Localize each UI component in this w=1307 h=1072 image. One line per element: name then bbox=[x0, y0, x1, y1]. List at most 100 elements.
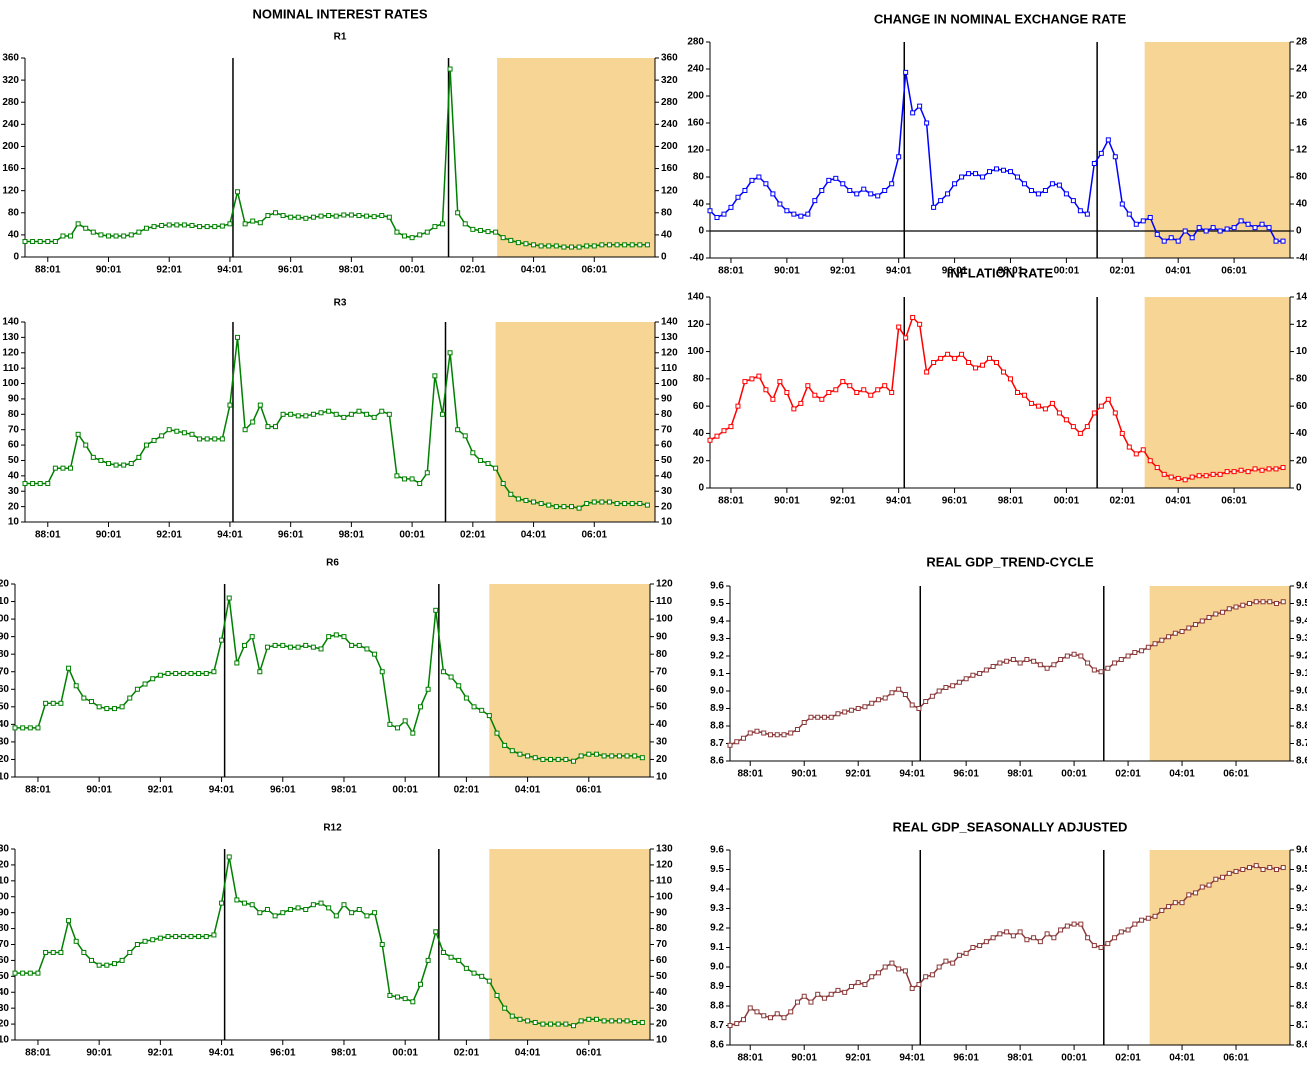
x-tick-label: 92:01 bbox=[156, 530, 182, 541]
point-marker bbox=[379, 213, 385, 219]
shaded-region bbox=[495, 322, 655, 522]
point-marker bbox=[622, 242, 628, 248]
point-marker bbox=[747, 1005, 753, 1011]
y-tick-label-right: 50 bbox=[656, 701, 668, 712]
point-marker bbox=[502, 742, 508, 748]
y-tick-label: 100 bbox=[0, 614, 9, 625]
point-marker bbox=[1139, 648, 1145, 654]
x-tick-label: 88:01 bbox=[25, 785, 51, 796]
y-tick-label: 130 bbox=[0, 844, 9, 855]
point-marker bbox=[494, 730, 500, 736]
point-marker bbox=[599, 242, 605, 248]
point-marker bbox=[364, 213, 370, 219]
point-marker bbox=[952, 181, 958, 187]
point-marker bbox=[569, 504, 575, 510]
point-marker bbox=[835, 711, 841, 717]
y-tick-label: 9.0 bbox=[710, 962, 724, 973]
y-tick-label-right: 90 bbox=[656, 631, 668, 642]
point-marker bbox=[1010, 933, 1016, 939]
point-marker bbox=[1152, 913, 1158, 919]
point-marker bbox=[477, 457, 483, 463]
point-marker bbox=[517, 1016, 523, 1022]
y-tick-label-right: 90 bbox=[656, 907, 668, 918]
chart-subtitle: R6 bbox=[326, 558, 339, 569]
point-marker bbox=[983, 939, 989, 945]
y-tick-label: 360 bbox=[2, 53, 19, 64]
point-marker bbox=[840, 379, 846, 385]
point-marker bbox=[417, 704, 423, 710]
y-tick-label-right: 20 bbox=[656, 754, 668, 765]
point-marker bbox=[767, 732, 773, 738]
point-marker bbox=[950, 683, 956, 689]
point-marker bbox=[644, 502, 650, 508]
y-tick-label: 100 bbox=[2, 378, 19, 389]
y-tick-label-right: 8.6 bbox=[1296, 1040, 1307, 1051]
point-marker bbox=[770, 396, 776, 402]
point-marker bbox=[1238, 218, 1244, 224]
point-marker bbox=[75, 221, 81, 227]
point-marker bbox=[1091, 943, 1097, 949]
point-marker bbox=[287, 644, 293, 650]
point-marker bbox=[950, 960, 956, 966]
y-tick-label-right: 70 bbox=[656, 939, 668, 950]
x-tick-label: 92:01 bbox=[156, 265, 182, 276]
point-marker bbox=[936, 688, 942, 694]
point-marker bbox=[593, 1016, 599, 1022]
point-marker bbox=[882, 695, 888, 701]
point-marker bbox=[203, 934, 209, 940]
y-tick-label: 40 bbox=[8, 230, 20, 241]
point-marker bbox=[341, 212, 347, 218]
point-marker bbox=[756, 174, 762, 180]
point-marker bbox=[1172, 900, 1178, 906]
point-marker bbox=[341, 414, 347, 420]
y-tick-label: 120 bbox=[687, 319, 704, 330]
point-marker bbox=[956, 679, 962, 685]
point-marker bbox=[875, 387, 881, 393]
point-marker bbox=[30, 239, 36, 245]
x-tick-label: 04:01 bbox=[1165, 496, 1191, 507]
x-tick-label: 00:01 bbox=[392, 1048, 418, 1059]
point-marker bbox=[875, 193, 881, 199]
y-tick-label: 9.5 bbox=[710, 598, 724, 609]
point-marker bbox=[563, 756, 569, 762]
point-marker bbox=[1024, 657, 1030, 662]
point-marker bbox=[189, 431, 195, 437]
point-marker bbox=[889, 960, 895, 966]
point-marker bbox=[509, 748, 515, 754]
point-marker bbox=[1056, 410, 1062, 416]
point-marker bbox=[1161, 238, 1167, 244]
y-tick-label: 50 bbox=[8, 455, 20, 466]
point-marker bbox=[742, 188, 748, 193]
point-marker bbox=[1037, 662, 1043, 668]
point-marker bbox=[868, 392, 874, 398]
y-tick-label-right: 9.5 bbox=[1296, 864, 1307, 875]
point-marker bbox=[417, 232, 423, 238]
point-marker bbox=[749, 177, 755, 183]
point-marker bbox=[707, 208, 713, 214]
point-marker bbox=[439, 411, 445, 417]
y-tick-label: 120 bbox=[0, 860, 9, 871]
y-tick-label: 9.4 bbox=[710, 884, 724, 895]
point-marker bbox=[798, 213, 804, 219]
x-tick-label: 92:01 bbox=[148, 785, 174, 796]
point-marker bbox=[774, 1011, 780, 1017]
point-marker bbox=[896, 324, 902, 330]
point-marker bbox=[372, 910, 378, 916]
y-tick-label: 320 bbox=[2, 75, 19, 86]
point-marker bbox=[622, 501, 628, 507]
x-tick-label: 90:01 bbox=[774, 496, 800, 507]
y-tick-label-right: 110 bbox=[656, 596, 673, 607]
point-marker bbox=[517, 751, 523, 757]
point-marker bbox=[98, 232, 104, 238]
point-marker bbox=[349, 910, 355, 916]
point-marker bbox=[494, 992, 500, 998]
y-tick-label: 40 bbox=[0, 987, 9, 998]
point-marker bbox=[970, 945, 976, 950]
y-tick-label-right: 9.4 bbox=[1296, 616, 1307, 627]
point-marker bbox=[777, 379, 783, 385]
point-marker bbox=[1125, 927, 1131, 933]
point-marker bbox=[855, 706, 861, 711]
point-marker bbox=[456, 957, 462, 963]
y-tick-label: 9.6 bbox=[710, 845, 724, 856]
point-marker bbox=[257, 669, 263, 675]
